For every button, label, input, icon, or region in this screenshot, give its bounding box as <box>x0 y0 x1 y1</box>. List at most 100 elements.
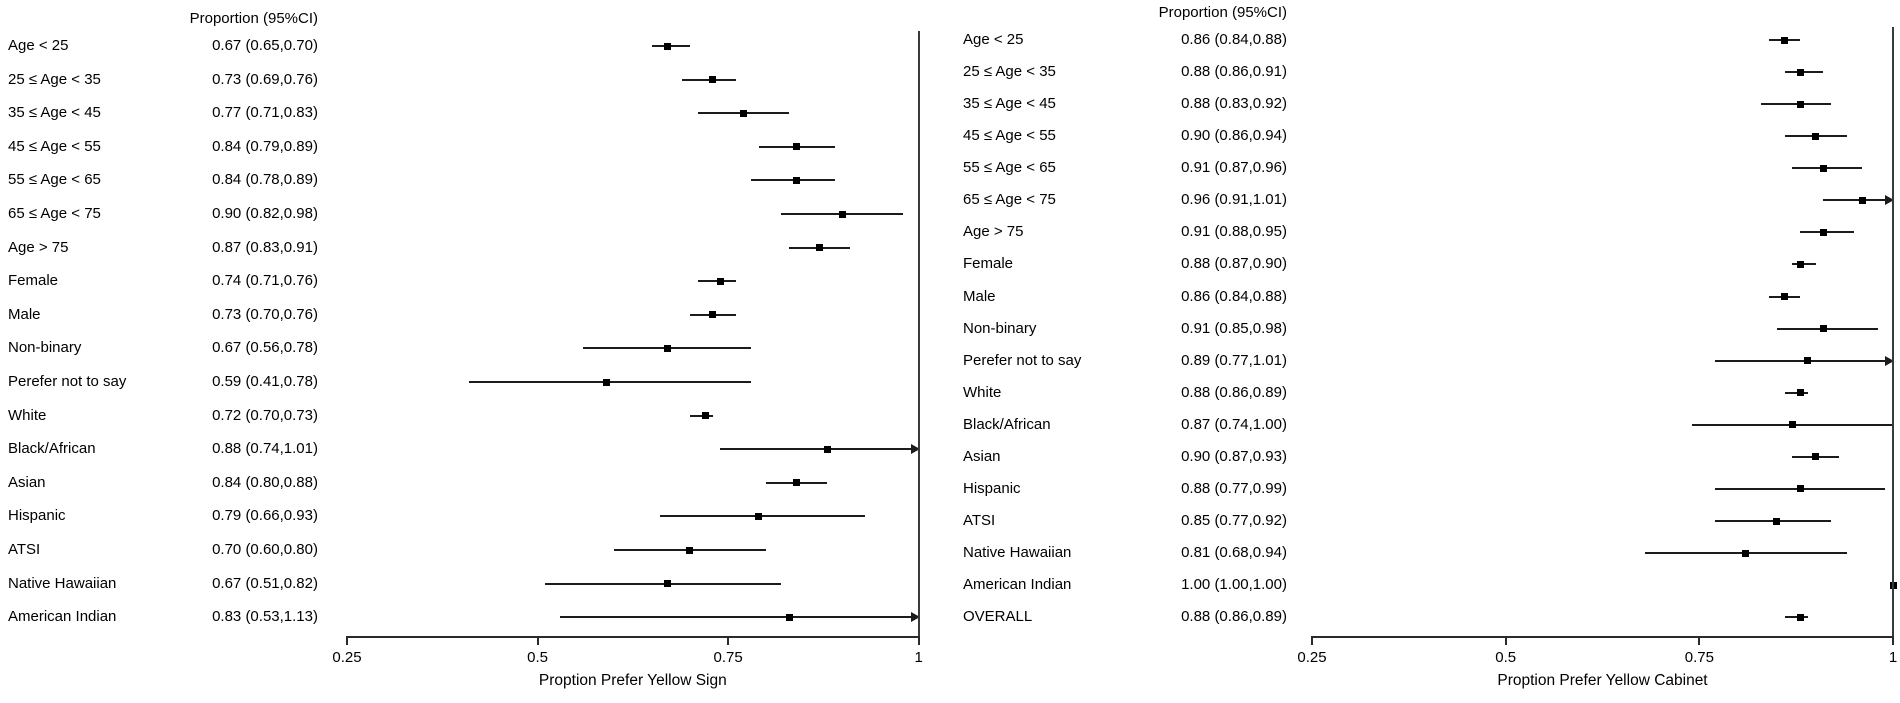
ci-line <box>1784 391 1808 394</box>
row-label: White <box>8 406 47 424</box>
ci-line <box>1714 359 1894 362</box>
row-value-text: 0.59 (0.41,0.78) <box>212 373 318 390</box>
axis-tick <box>917 636 920 645</box>
row-value-text: 0.88 (0.83,0.92) <box>1181 95 1287 113</box>
point-marker <box>838 210 846 218</box>
row-value-text: 0.88 (0.86,0.89) <box>1181 608 1287 626</box>
reference-line <box>917 31 920 636</box>
row-label: Female <box>8 272 59 290</box>
row-value-text: 0.67 (0.65,0.70) <box>212 37 318 54</box>
point-marker <box>1781 36 1789 44</box>
row-label: Native Hawaiian <box>963 544 1072 562</box>
row-label: Male <box>8 305 41 323</box>
row-value-text: 0.88 (0.74,1.01) <box>212 440 318 458</box>
row-value-text: 0.79 (0.66,0.93) <box>212 507 318 525</box>
forest-panel-left: Proportion (95%CI) Age < 25 0.67 (0.65,0.… <box>8 10 923 689</box>
ci-line <box>1784 616 1808 619</box>
point-marker <box>1796 100 1804 108</box>
row-label: Black/African <box>8 440 96 458</box>
point-marker <box>1796 260 1804 268</box>
ci-line <box>697 280 736 283</box>
row-label: Perefer not to say <box>963 351 1082 369</box>
row-value-text: 0.72 (0.70,0.73) <box>212 406 318 424</box>
ci-line <box>720 448 919 451</box>
row-label: 25 ≤ Age < 35 <box>8 70 101 88</box>
row-value-text: 0.84 (0.79,0.89) <box>212 137 318 155</box>
row-label: American Indian <box>8 608 117 626</box>
point-marker <box>1788 421 1796 429</box>
row-value-text: 0.87 (0.83,0.91) <box>212 238 318 256</box>
axis-line <box>1312 636 1895 638</box>
ci-arrow-icon <box>1885 195 1895 206</box>
ci-line <box>1776 327 1878 330</box>
ci-line <box>545 582 782 585</box>
point-marker <box>1819 164 1827 172</box>
ci-line <box>659 515 866 518</box>
point-marker <box>701 412 709 420</box>
point-marker <box>1796 389 1804 397</box>
row-value-text: 0.88 (0.87,0.90) <box>1181 255 1287 273</box>
ci-line <box>1792 167 1863 170</box>
ci-arrow-icon <box>1885 355 1895 366</box>
axis-tick-label: 0.25 <box>1297 649 1327 666</box>
row-label: 55 ≤ Age < 65 <box>963 159 1056 177</box>
row-label: Hispanic <box>8 507 66 525</box>
point-marker <box>709 311 717 319</box>
row-value-text: 0.86 (0.84,0.88) <box>1181 31 1287 48</box>
axis-tick-label: 1 <box>1888 649 1898 666</box>
row-value-text: 0.88 (0.86,0.89) <box>1181 383 1287 401</box>
row-value-text: 0.88 (0.77,0.99) <box>1181 479 1287 497</box>
row-value-text: 0.70 (0.60,0.80) <box>212 541 318 558</box>
row-value-text: 0.84 (0.78,0.89) <box>212 171 318 189</box>
point-marker <box>686 546 694 554</box>
row-label: Age > 75 <box>963 223 1024 241</box>
axis-tick-label: 0.5 <box>527 649 548 666</box>
point-marker <box>663 344 671 352</box>
ci-line <box>750 179 835 182</box>
ci-line <box>651 45 690 47</box>
row-label: White <box>963 383 1002 401</box>
ci-line <box>1714 520 1832 523</box>
row-value-text: 0.91 (0.85,0.98) <box>1181 319 1287 337</box>
axis-tick-label: 0.75 <box>713 649 743 666</box>
row-value-text: 0.67 (0.51,0.82) <box>212 574 318 592</box>
row-value-text: 0.87 (0.74,1.00) <box>1181 415 1287 433</box>
row-value-text: 0.96 (0.91,1.01) <box>1181 191 1287 209</box>
ci-line <box>1800 231 1855 234</box>
row-label: OVERALL <box>963 608 1033 626</box>
row-label: Asian <box>963 447 1001 465</box>
reference-line <box>1892 27 1895 636</box>
row-label: 65 ≤ Age < 75 <box>963 191 1056 209</box>
ci-line <box>1784 71 1824 74</box>
row-label: Non-binary <box>8 339 82 357</box>
ci-line <box>1792 263 1816 266</box>
axis-tick <box>1311 636 1313 645</box>
row-label: Non-binary <box>963 319 1037 337</box>
axis-tick-label: 0.75 <box>1684 649 1714 666</box>
ci-line <box>682 78 736 81</box>
point-marker <box>816 244 824 252</box>
row-value-text: 0.90 (0.86,0.94) <box>1181 127 1287 145</box>
row-label: Male <box>963 287 996 305</box>
ci-line <box>1823 199 1894 202</box>
point-marker <box>1858 196 1866 204</box>
row-label: Perefer not to say <box>8 373 127 390</box>
column-header: Proportion (95%CI) <box>1158 4 1287 21</box>
row-value-text: 0.88 (0.86,0.91) <box>1181 63 1287 81</box>
row-label: 55 ≤ Age < 65 <box>8 171 101 189</box>
forest-panel-right: Proportion (95%CI) Age < 25 0.86 (0.84,0.… <box>950 0 1900 703</box>
axis-tick <box>1892 636 1895 645</box>
row-label: Female <box>963 255 1014 273</box>
axis-tick <box>1504 636 1507 645</box>
row-value-text: 0.74 (0.71,0.76) <box>212 272 318 290</box>
row-value-text: 0.86 (0.84,0.88) <box>1181 287 1287 305</box>
point-marker <box>1781 293 1789 301</box>
row-value-text: 0.81 (0.68,0.94) <box>1181 544 1287 562</box>
point-marker <box>1812 453 1820 461</box>
point-marker <box>1796 613 1804 621</box>
x-axis-title: Proption Prefer Yellow Sign <box>538 672 727 689</box>
point-marker <box>1742 549 1750 557</box>
axis-tick-label: 0.25 <box>332 649 362 666</box>
row-value-text: 0.73 (0.70,0.76) <box>212 305 318 323</box>
